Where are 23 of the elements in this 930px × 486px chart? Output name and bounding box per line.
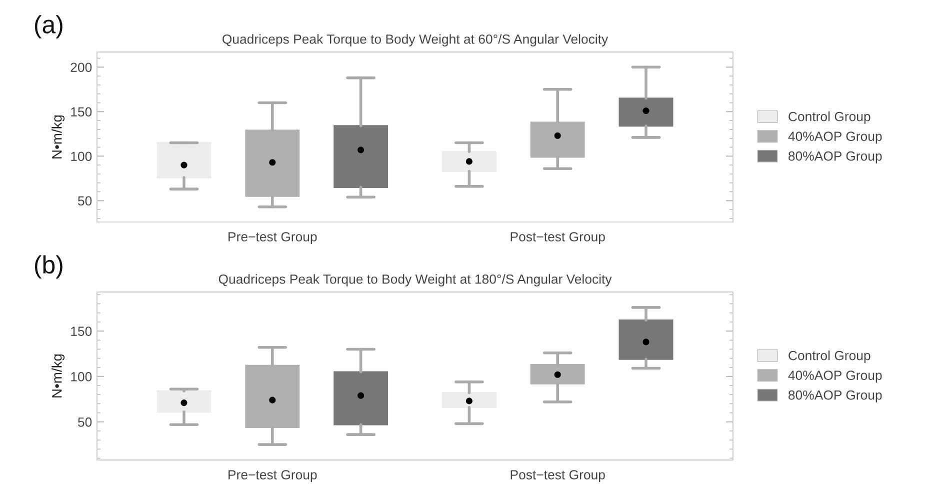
y-axis-title: N•m/kg — [52, 115, 65, 158]
y-tick-label: 100 — [71, 372, 92, 382]
legend-label: 80%AOP Group — [788, 390, 882, 402]
legend-label: 40%AOP Group — [788, 370, 882, 383]
legend-label: Control Group — [788, 350, 870, 363]
legend-label: 80%AOP Group — [788, 151, 882, 164]
text: (a) — [34, 15, 62, 38]
chart-title: Quadriceps Peak Torque to Body Weight at 180°/S Angular Velocity — [218, 274, 612, 286]
x-tick-label: Post−test Group — [510, 470, 605, 482]
x-tick-label: Pre−test Group — [228, 470, 317, 482]
legend-label: 40%AOP Group — [788, 132, 882, 144]
y-tick-label: 200 — [70, 62, 92, 72]
text: (b) — [34, 255, 62, 279]
chart-title: Quadriceps Peak Torque to Body Weight at 60°/S Angular Velocity — [222, 34, 608, 46]
y-tick-label: 100 — [71, 152, 92, 162]
y-tick-label: 150 — [71, 326, 92, 336]
y-axis-title: N•m/kg — [52, 354, 65, 398]
legend-label: Control Group — [788, 112, 870, 124]
y-tick-label: 50 — [78, 417, 92, 427]
y-tick-label: 50 — [78, 196, 92, 206]
x-tick-label: Pre−test Group — [228, 232, 317, 244]
x-tick-label: Post−test Group — [510, 232, 605, 244]
y-tick-label: 150 — [71, 107, 92, 117]
